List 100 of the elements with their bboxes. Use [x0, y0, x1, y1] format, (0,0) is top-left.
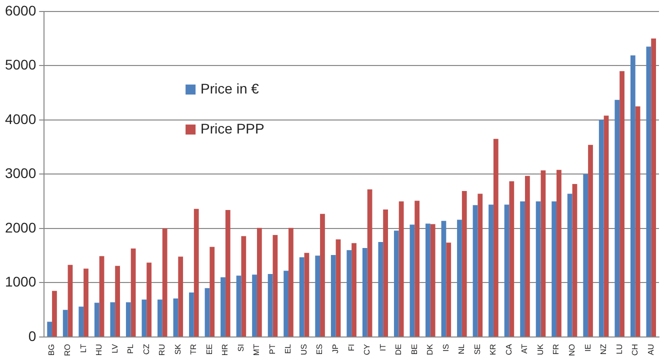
bar	[635, 106, 640, 336]
x-tick-label: FI	[346, 344, 356, 352]
bar	[84, 268, 88, 336]
bar	[336, 239, 341, 336]
bar	[398, 201, 404, 336]
bar	[78, 306, 84, 336]
bar	[426, 224, 430, 336]
bar	[284, 270, 289, 336]
x-tick-label: SE	[472, 344, 482, 355]
x-tick-label: NZ	[599, 344, 608, 355]
bar	[236, 276, 242, 336]
bar	[94, 302, 100, 336]
bar	[241, 236, 246, 336]
bar	[567, 194, 572, 336]
x-tick-label: HR	[220, 344, 230, 356]
bar	[352, 243, 356, 336]
x-tick-label: TR	[189, 344, 198, 355]
y-tick-label: 5000	[4, 56, 36, 73]
y-tick-label: 4000	[4, 110, 36, 127]
bar	[598, 120, 604, 336]
bar	[288, 228, 294, 336]
bar	[189, 292, 194, 336]
x-tick-label: EL	[284, 343, 293, 354]
bar	[158, 300, 162, 336]
bar	[304, 252, 310, 336]
x-tick-label: DK	[426, 343, 435, 356]
bar	[367, 189, 372, 336]
bar	[588, 144, 593, 336]
x-tick-label: US	[299, 344, 308, 356]
bar	[552, 201, 557, 336]
x-tick-label: BG	[47, 344, 56, 356]
bar	[614, 100, 620, 336]
bar	[630, 55, 636, 336]
bar	[583, 174, 588, 336]
x-tick-label: AT	[520, 344, 530, 354]
bar	[178, 256, 184, 336]
bar	[383, 209, 388, 336]
legend-label: Price PPP	[200, 120, 264, 136]
bar	[252, 274, 257, 336]
bar	[524, 176, 530, 336]
x-tick-label: KR	[488, 344, 498, 356]
bar	[194, 208, 199, 336]
bar	[362, 248, 368, 336]
x-tick-label: EE	[204, 344, 214, 355]
bar	[536, 201, 541, 336]
bar	[47, 322, 52, 336]
bar	[446, 242, 452, 336]
bar	[556, 170, 562, 336]
x-tick-label: BE	[410, 344, 419, 355]
bar	[268, 274, 273, 336]
bar	[509, 181, 514, 336]
x-tick-label: LT	[78, 344, 88, 353]
x-tick-label: AU	[646, 344, 656, 356]
bar	[256, 228, 262, 336]
bar	[520, 201, 525, 336]
x-tick-label: IE	[583, 344, 592, 352]
bar	[620, 71, 624, 336]
bar	[572, 184, 578, 336]
bar	[204, 288, 210, 336]
bar	[272, 234, 278, 336]
bar	[62, 310, 68, 336]
legend-label: Price in €	[200, 80, 260, 96]
x-tick-label: RO	[62, 344, 72, 356]
bar	[315, 256, 320, 336]
bar	[68, 264, 73, 336]
bar	[299, 257, 304, 336]
y-tick-label: 2000	[4, 219, 36, 236]
bar	[330, 255, 336, 336]
bar	[410, 224, 415, 336]
y-tick-label: 0	[28, 328, 36, 344]
bar	[162, 228, 168, 336]
bar	[142, 300, 147, 336]
x-tick-label: MT	[252, 344, 262, 356]
x-tick-label: CY	[362, 343, 372, 356]
y-tick-label: 6000	[4, 2, 36, 18]
bar	[540, 170, 546, 336]
x-tick-label: CH	[630, 344, 640, 356]
bar	[493, 138, 498, 336]
bar	[462, 191, 467, 336]
x-tick-label: HU	[94, 344, 104, 356]
x-tick-label: CZ	[142, 344, 151, 355]
bar	[646, 46, 652, 336]
bar	[346, 250, 352, 336]
bar	[472, 205, 478, 336]
bar	[504, 204, 510, 336]
bar	[126, 302, 131, 336]
bar	[414, 200, 420, 336]
x-tick-label: NO	[567, 344, 576, 356]
bar	[130, 248, 136, 336]
x-tick-label: JP	[331, 344, 340, 354]
bar	[430, 224, 436, 336]
x-tick-label: IT	[378, 344, 388, 352]
bar	[110, 302, 116, 336]
bar	[478, 194, 483, 336]
bar	[210, 246, 215, 336]
bar	[320, 214, 325, 336]
bar	[225, 210, 230, 336]
bar	[173, 298, 178, 336]
bar	[115, 266, 120, 336]
bar	[394, 230, 399, 336]
